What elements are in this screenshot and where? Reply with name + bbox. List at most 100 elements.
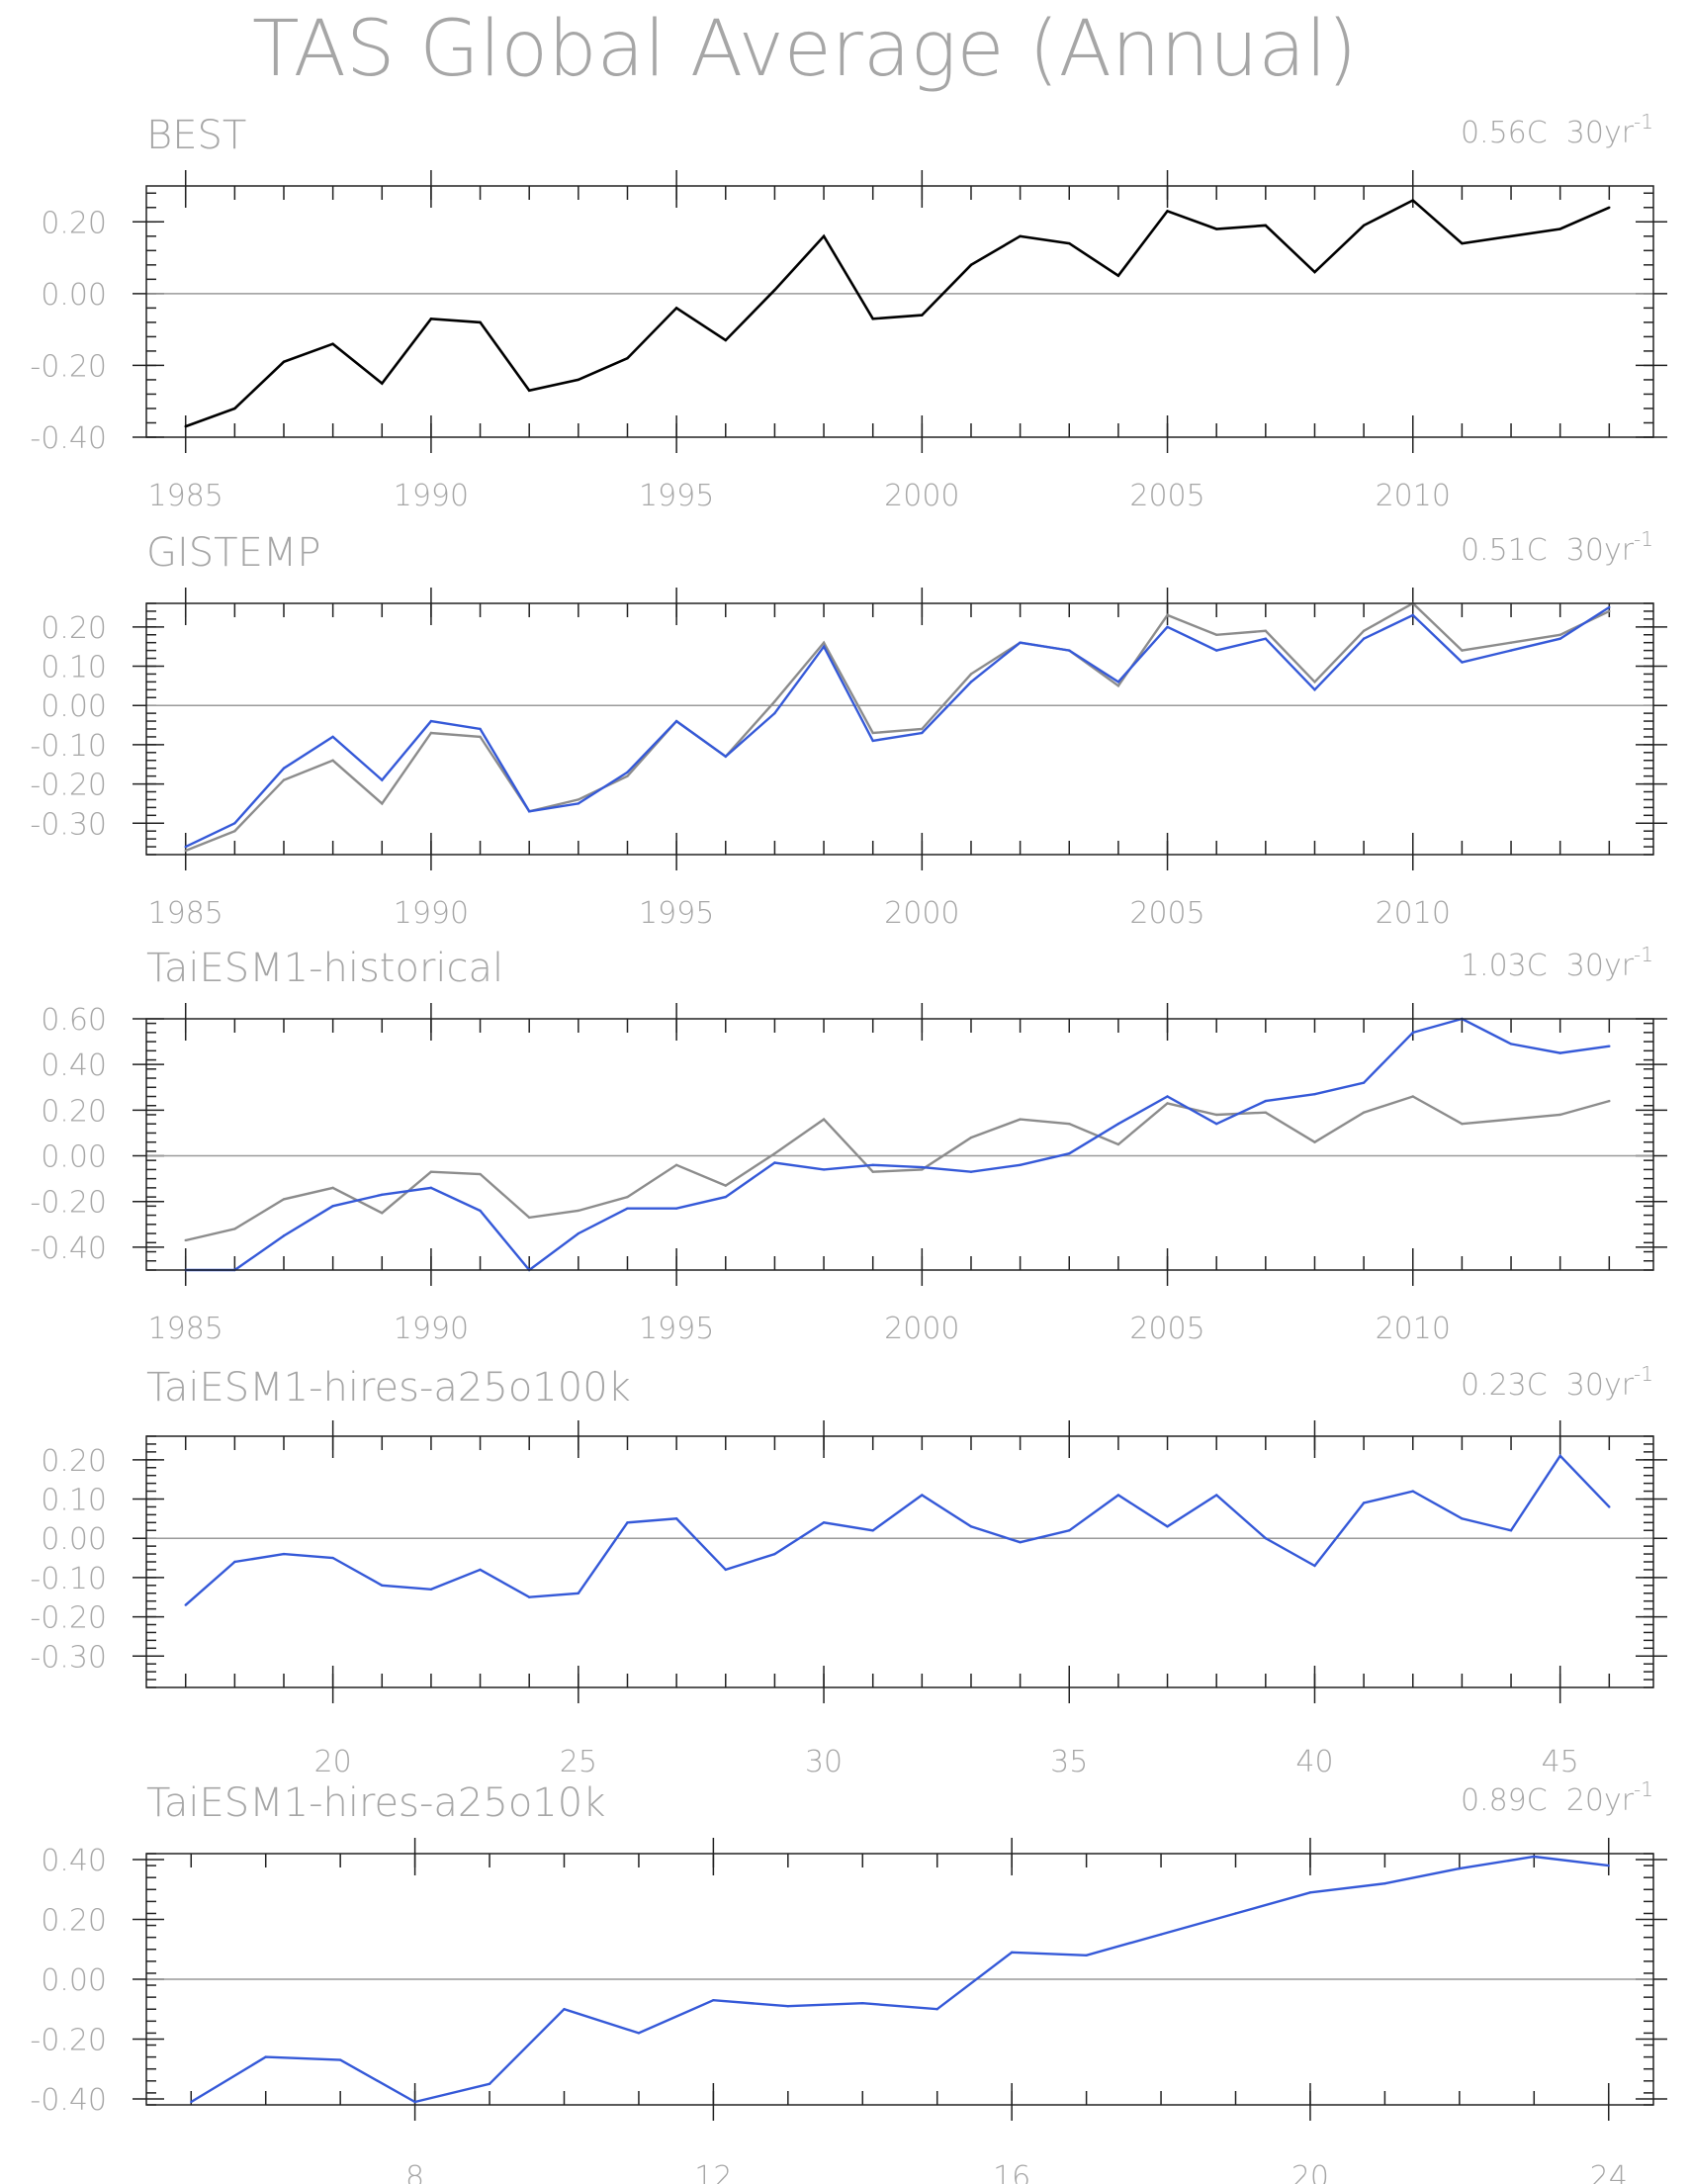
data-point-model [1159,1933,1163,1936]
data-point-observation [1411,199,1414,202]
data-point-reference [429,1170,433,1173]
data-point-model [1509,1043,1513,1046]
data-point-observation [1116,274,1120,277]
data-point-reference [577,1209,580,1213]
data-point-model [1461,661,1464,664]
data-point-model [822,1168,826,1171]
data-point-reference [577,798,580,801]
data-point-model [1461,1517,1464,1520]
y-tick-label: 0.20 [41,611,107,646]
data-point-model [1214,649,1218,652]
data-point-model [822,1521,826,1524]
data-point-reference [1362,1111,1366,1114]
data-point-reference [1509,1118,1513,1121]
y-tick-label: 0.10 [41,1484,107,1518]
y-tick-label: 0.10 [41,651,107,685]
data-point-model [563,2008,566,2011]
y-tick-label: 0.60 [41,1003,107,1038]
x-tick-label: 20 [1291,2160,1329,2184]
x-tick-label: 2005 [1129,479,1204,513]
panel-2: GISTEMP 0.51C 30yr-1 -0.30 -0.20 -0.10 0.00 0.… [30,527,1667,931]
trend-label: 0.56C 30yr-1 [1461,110,1653,150]
data-point-observation [724,338,727,342]
data-point-observation [528,389,531,393]
data-point-model [577,1592,580,1594]
plot-frame [145,1853,1654,2106]
data-point-model [331,1556,334,1560]
series-line-model [185,1017,1610,1272]
data-point-model [1166,1095,1169,1098]
data-point-model [1607,1864,1610,1867]
trend-period: 30yr [1566,116,1635,150]
data-point-model [577,802,580,805]
data-point-reference [1558,633,1561,636]
data-point-model [1313,1093,1316,1096]
trend-space [1548,1368,1566,1403]
data-point-observation [1264,224,1268,228]
data-point-reference [1461,649,1464,652]
data-point-model [1116,1123,1120,1126]
data-point-model [921,1494,924,1497]
y-tick-label: 0.20 [41,1094,107,1129]
x-tick-label: 2000 [884,896,959,931]
data-point-model [1264,1099,1268,1103]
y-tick-label: -0.40 [30,421,107,456]
data-point-reference [1509,641,1513,644]
data-point-model [381,1584,384,1588]
data-point-reference [381,1212,384,1215]
data-point-reference [1558,1113,1561,1117]
data-point-model [1411,1490,1414,1493]
data-point-observation [822,234,826,237]
data-point-reference [1461,1123,1464,1126]
x-tick-label: 1995 [639,896,714,931]
data-point-model [413,2100,416,2104]
data-point-model [1264,1536,1268,1540]
data-point-model [282,767,286,770]
data-point-model [921,731,924,735]
data-point-reference [184,1238,187,1242]
data-point-reference [921,727,924,731]
y-tick-label: -0.10 [30,729,107,764]
y-tick-label: 0.20 [41,1904,107,1939]
data-point-model [871,1529,874,1532]
data-point-reference [331,759,334,762]
data-point-observation [1608,206,1611,209]
y-tick-label: -0.40 [30,2083,107,2118]
data-point-model [488,2082,491,2086]
x-tick-label: 8 [405,2160,424,2184]
x-tick-label: 2010 [1376,1312,1451,1346]
panel-1: BEST 0.56C 30yr-1 -0.40 -0.20 0.00 0.20 1985 19… [30,110,1667,513]
data-point-model [479,1209,482,1213]
data-point-model [1019,1540,1022,1544]
y-tick-label: -0.20 [30,1601,107,1636]
data-point-observation [1166,210,1169,213]
x-tick-label: 1995 [639,1312,714,1346]
data-point-reference [1411,1095,1414,1098]
data-point-model [1068,649,1071,652]
data-point-reference [528,1216,531,1220]
y-tick-label: 0.00 [41,1963,107,1998]
data-point-reference [871,1170,874,1173]
data-point-model [233,1560,236,1564]
y-tick-label: 0.20 [41,206,107,240]
data-point-reference [626,1195,629,1199]
data-point-model [184,845,187,849]
x-tick-label: 1985 [148,1312,223,1346]
data-point-observation [1214,228,1218,230]
data-point-model [674,1207,678,1210]
data-point-reference [1116,684,1120,687]
data-point-reference [674,1163,678,1166]
y-tick-label: 0.20 [41,1444,107,1479]
data-point-reference [429,731,433,735]
data-point-observation [331,342,334,345]
x-tick-label: 35 [1050,1745,1088,1779]
data-point-model [1608,605,1611,609]
panel-title: BEST [146,113,246,158]
x-tick-label: 1990 [394,896,469,931]
data-point-model [1166,625,1169,629]
data-point-model [626,1207,629,1210]
data-point-model [381,778,384,781]
data-point-observation [1019,234,1022,237]
data-point-reference [724,1184,727,1187]
